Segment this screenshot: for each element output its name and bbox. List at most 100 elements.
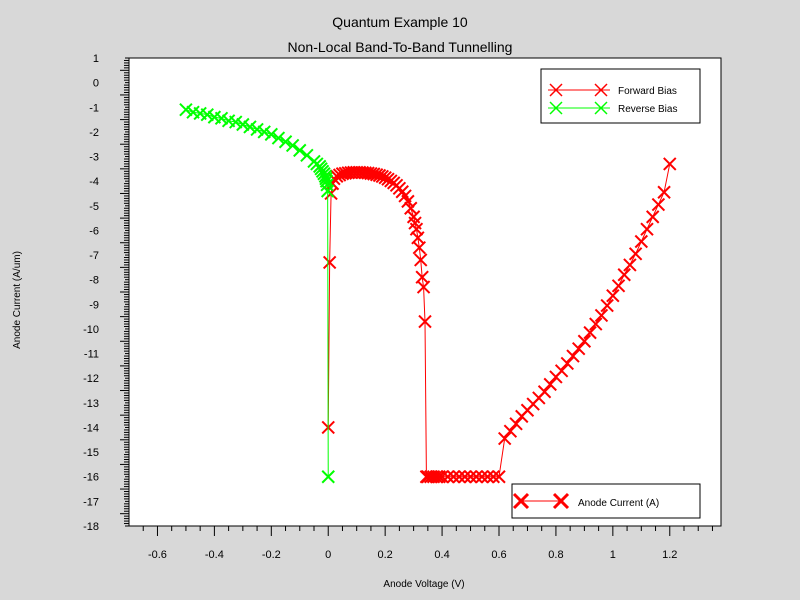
data-point [271, 131, 286, 145]
data-point [207, 110, 222, 124]
chart-subtitle: Non-Local Band-To-Band Tunnelling [288, 39, 513, 55]
data-point [404, 201, 418, 215]
legend-reverse-markers [549, 101, 608, 115]
legend-forward-label: Forward Bias [618, 86, 677, 97]
data-point [589, 317, 603, 331]
data-point [594, 308, 609, 323]
secondary-legend-label: Anode Current (A) [578, 498, 659, 509]
secondary-legend-marker [552, 492, 570, 510]
data-point [463, 470, 478, 484]
data-point [554, 364, 569, 378]
data-point [418, 314, 432, 329]
data-point [179, 103, 193, 117]
y-tick-label: -4 [89, 176, 99, 188]
data-point [285, 138, 300, 153]
data-point [321, 470, 335, 484]
data-point [537, 385, 552, 399]
data-point [300, 148, 314, 163]
y-tick-label: -15 [83, 447, 99, 459]
legend-box [540, 68, 701, 124]
x-tick-label: -0.4 [205, 549, 224, 561]
data-point [651, 197, 666, 212]
data-point [319, 174, 334, 188]
data-point [566, 349, 580, 363]
data-point [441, 470, 455, 484]
x-axis: -0.6 -0.4 -0.2 0 0.2 0.4 0.6 0.8 1 1.2 [142, 526, 713, 561]
data-point [628, 247, 643, 261]
data-point [446, 470, 461, 484]
data-point [606, 288, 620, 303]
secondary-legend-markers [512, 492, 570, 510]
data-point [469, 470, 483, 484]
y-tick-label: -2 [89, 127, 99, 139]
data-point [600, 298, 614, 313]
x-tick-label: 0.6 [491, 549, 506, 561]
legend: Forward Bias Reverse Bias [540, 68, 701, 124]
x-tick-label: 1.2 [662, 549, 677, 561]
data-point [257, 125, 271, 139]
legend-reverse-marker [594, 101, 608, 115]
y-tick-label: -8 [89, 275, 99, 287]
x-tick-label: 0.4 [434, 549, 449, 561]
y-tick-label: -6 [89, 225, 99, 237]
data-point [657, 185, 671, 199]
y-tick-label: -16 [83, 472, 99, 484]
x-tick-label: -0.6 [148, 549, 167, 561]
data-point [640, 222, 654, 236]
x-tick-label: 0.2 [378, 549, 393, 561]
data-point [429, 470, 444, 484]
y-tick-label: -14 [83, 422, 99, 434]
secondary-legend-marker [512, 492, 530, 510]
y-tick-label: -10 [83, 324, 99, 336]
data-point [623, 258, 637, 272]
data-point [645, 210, 660, 224]
plot-area [128, 57, 722, 527]
chart-title: Quantum Example 10 [332, 14, 468, 30]
legend-reverse-marker [549, 101, 563, 115]
legend-forward-markers [549, 83, 608, 97]
data-point [543, 377, 557, 392]
data-point [243, 120, 257, 134]
x-tick-label: 0 [325, 549, 331, 561]
series-layer [179, 103, 677, 484]
data-point [435, 470, 449, 484]
y-axis: 1 0 -1 -2 -3 -4 -5 -6 -7 -8 -9 -10 -11 -12 -13 -14 -15 -1… [83, 53, 129, 533]
data-point [236, 117, 250, 132]
data-point [663, 157, 677, 171]
data-point [560, 356, 575, 371]
data-point [503, 424, 518, 438]
y-tick-label: -5 [89, 201, 99, 213]
data-point [250, 122, 264, 137]
data-point [278, 135, 293, 149]
data-point [186, 105, 200, 119]
data-point [221, 114, 236, 128]
legend-reverse-label: Reverse Bias [618, 104, 677, 115]
y-tick-label: -13 [83, 398, 99, 410]
y-tick-label: -18 [83, 521, 99, 533]
data-point [509, 417, 523, 431]
data-point [293, 143, 307, 158]
data-point [577, 334, 592, 348]
x-tick-label: 1 [610, 549, 616, 561]
y-tick-label: -7 [89, 250, 99, 262]
data-point [458, 470, 472, 484]
data-point [583, 325, 597, 340]
y-tick-label: -9 [89, 299, 99, 311]
data-point [322, 255, 337, 270]
y-tick-label: -11 [84, 349, 99, 361]
y-tick-label: -17 [83, 496, 99, 508]
y-tick-label: 1 [93, 53, 99, 65]
data-point [634, 234, 649, 249]
data-point [264, 127, 279, 142]
x-tick-label: -0.2 [262, 549, 281, 561]
data-point [452, 470, 466, 484]
y-tick-label: 0 [93, 78, 99, 90]
data-point [486, 470, 501, 484]
secondary-legend: Anode Current (A) [511, 483, 701, 519]
data-point [475, 470, 489, 484]
data-point [497, 431, 512, 446]
data-point [416, 280, 431, 294]
data-point [611, 279, 626, 293]
